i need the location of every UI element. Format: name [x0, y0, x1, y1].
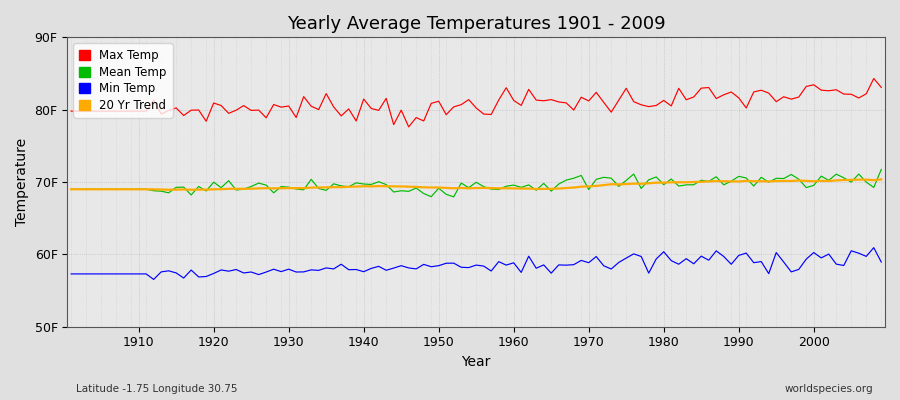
X-axis label: Year: Year	[462, 355, 490, 369]
Text: Latitude -1.75 Longitude 30.75: Latitude -1.75 Longitude 30.75	[76, 384, 238, 394]
Text: worldspecies.org: worldspecies.org	[785, 384, 873, 394]
Y-axis label: Temperature: Temperature	[15, 138, 29, 226]
Legend: Max Temp, Mean Temp, Min Temp, 20 Yr Trend: Max Temp, Mean Temp, Min Temp, 20 Yr Tre…	[73, 43, 173, 118]
Title: Yearly Average Temperatures 1901 - 2009: Yearly Average Temperatures 1901 - 2009	[287, 15, 665, 33]
